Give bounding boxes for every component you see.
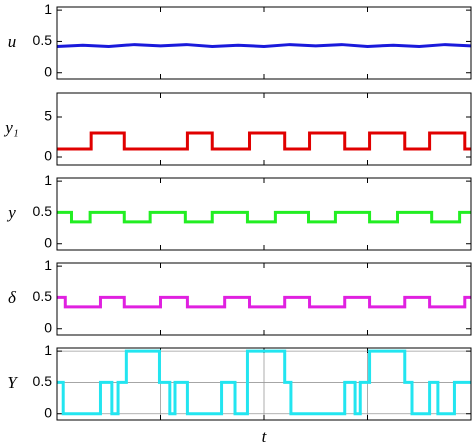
- y-tick-label: 0.5: [33, 32, 53, 48]
- x-axis-label: t: [262, 427, 268, 446]
- plot-frame: [56, 262, 472, 336]
- data-line: [57, 349, 471, 416]
- y-tick-label: 0: [44, 234, 52, 250]
- data-line: [56, 43, 472, 48]
- plot-frame: [56, 347, 472, 421]
- y-axis-label: Y: [7, 373, 18, 392]
- plot-area: [57, 263, 471, 335]
- y-tick-label: 0.5: [33, 288, 53, 304]
- y-axis-label: y₁: [3, 118, 18, 137]
- plot-frame: [56, 92, 472, 166]
- data-line: [57, 295, 471, 309]
- y-axis-label: δ: [8, 288, 17, 307]
- plot-area: [57, 7, 471, 79]
- y-tick-label: 0.5: [33, 203, 53, 219]
- y-tick-label: 0: [44, 63, 52, 79]
- y-tick-label: 0: [44, 319, 52, 335]
- y-tick-label: 0: [44, 148, 52, 164]
- y-tick-label: 1: [44, 172, 52, 188]
- plot-frame: [56, 6, 472, 80]
- plot-area: [57, 178, 471, 250]
- plot-frame: [56, 177, 472, 251]
- plot-area: [57, 93, 471, 165]
- y-tick-label: 0: [44, 404, 52, 420]
- y-tick-label: 1: [44, 1, 52, 17]
- y-tick-label: 1: [44, 257, 52, 273]
- y-axis-label: y: [6, 203, 16, 222]
- data-line: [57, 210, 471, 224]
- y-axis-label: u: [8, 32, 17, 51]
- data-line: [57, 131, 471, 151]
- y-tick-label: 1: [44, 342, 52, 358]
- y-tick-label: 5: [44, 108, 52, 124]
- y-tick-label: 0.5: [33, 373, 53, 389]
